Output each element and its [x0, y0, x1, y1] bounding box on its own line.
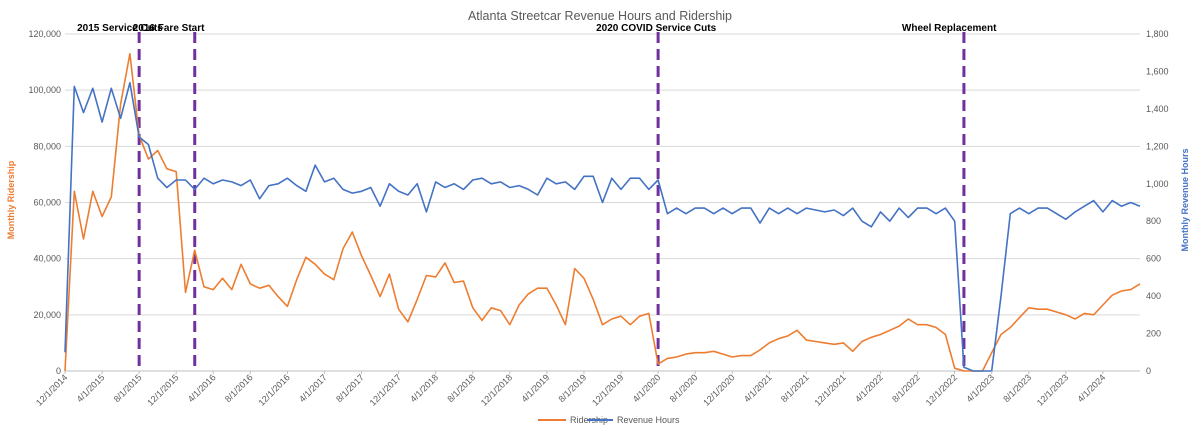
series-lines [64, 52, 1141, 372]
y2-tick-label: 800 [1146, 216, 1161, 226]
y-tick-label: 100,000 [28, 85, 61, 95]
y-tick-label: 80,000 [33, 141, 61, 151]
y2-tick-label: 1,600 [1146, 66, 1169, 76]
y2-tick-label: 600 [1146, 254, 1161, 264]
annotation-label: Wheel Replacement [902, 23, 997, 34]
y-tick-label: 40,000 [33, 254, 61, 264]
y2-tick-label: 1,800 [1146, 29, 1169, 39]
y2-tick-label: 400 [1146, 291, 1161, 301]
legend-label-revenue-hours: Revenue Hours [617, 415, 680, 425]
annotation-label: 2020 COVID Service Cuts [596, 23, 716, 34]
legend: Ridership Revenue Hours [538, 415, 680, 425]
series-line-revenue-hours [64, 81, 1141, 372]
y2-tick-label: 1,400 [1146, 104, 1169, 114]
y2-tick-label: 0 [1146, 366, 1151, 376]
gridlines [65, 33, 1140, 372]
y2-tick-label: 1,200 [1146, 141, 1169, 151]
y-tick-label: 60,000 [33, 198, 61, 208]
y-tick-label: 120,000 [28, 29, 61, 39]
annotation-label: 2015 Service Cuts [77, 23, 163, 34]
y-axis-left: 0 20,000 40,000 60,000 80,000 100,000 120,000 [28, 29, 61, 376]
chart-title: Atlanta Streetcar Revenue Hours and Ride… [468, 9, 732, 23]
y-axis-title: Monthly Ridership [6, 160, 16, 239]
y-axis-right: 0 200 400 600 800 1,000 1,200 1,400 1,600 1,800 [1146, 29, 1169, 376]
y2-tick-label: 200 [1146, 329, 1161, 339]
series-line-ridership [64, 52, 1141, 372]
y-tick-label: 0 [56, 366, 61, 376]
y2-tick-label: 1,000 [1146, 179, 1169, 189]
y-tick-label: 20,000 [33, 310, 61, 320]
y2-axis-title: Monthly Revenue Hours [1180, 148, 1190, 251]
annotation-label: 2016 Fare Start [133, 23, 205, 34]
